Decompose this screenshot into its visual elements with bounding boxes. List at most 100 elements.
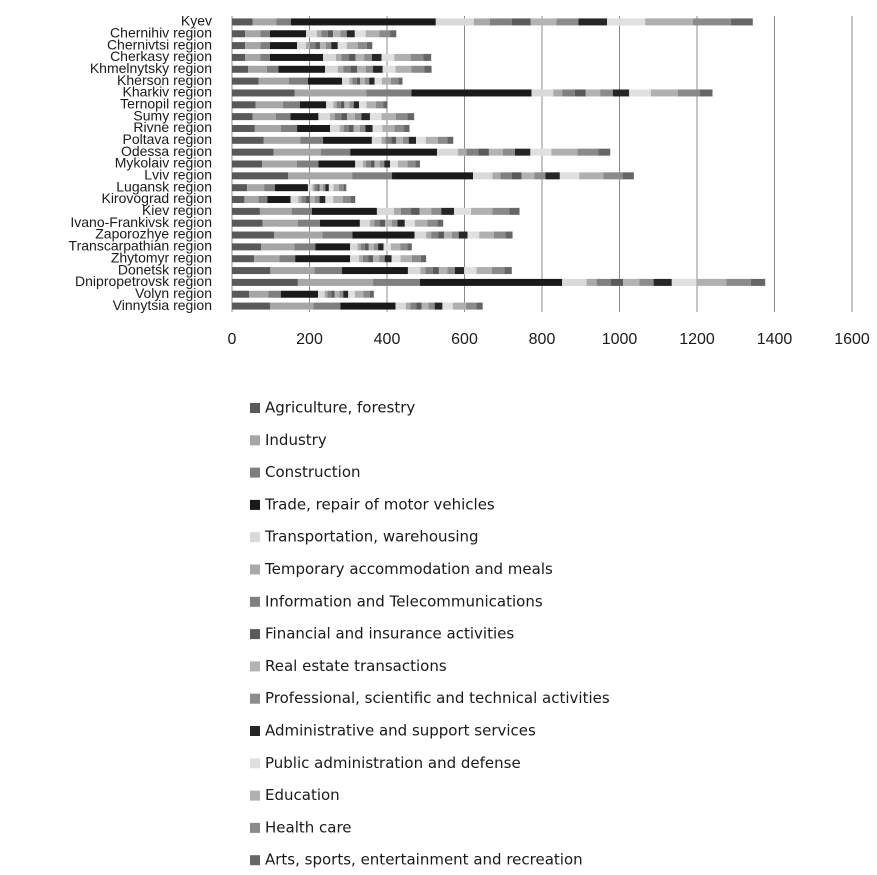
bar-segment: [232, 18, 253, 26]
bar-segment: [421, 302, 429, 310]
bar-segment: [398, 77, 403, 85]
bar-segment: [297, 219, 320, 227]
bar-segment: [298, 196, 302, 204]
bar-segment: [269, 42, 298, 50]
y-tick-label: Sumy region: [133, 107, 212, 123]
bar-segment: [232, 184, 248, 192]
bar-segment: [280, 124, 298, 132]
bar-segment: [411, 255, 421, 263]
bar-segment: [452, 302, 467, 310]
bar-segment: [511, 172, 522, 180]
y-tick-label: Ternopil region: [120, 96, 212, 112]
bar-segment: [327, 290, 332, 298]
bar-segment: [244, 196, 259, 204]
bar-segment: [420, 267, 426, 275]
bar-segment: [493, 231, 506, 239]
bar-segment: [279, 255, 296, 263]
bar-segment: [331, 290, 335, 298]
bar-segment: [374, 219, 381, 227]
bar-segment: [622, 278, 640, 286]
bar-segment: [562, 89, 575, 97]
bar-segment: [312, 184, 315, 192]
bar-segment: [359, 255, 363, 263]
legend-swatch: [250, 726, 260, 736]
bar-segment: [355, 160, 363, 168]
x-tick-label: 200: [296, 331, 323, 348]
bar-segment: [288, 77, 308, 85]
bar-segment: [385, 136, 392, 144]
legend-swatch: [250, 855, 260, 866]
legend-swatch: [250, 629, 260, 640]
bar-segment: [331, 42, 338, 50]
bar-segment: [381, 136, 386, 144]
bar-segment: [352, 231, 415, 239]
bar-segment: [373, 243, 379, 251]
bar-segment: [347, 113, 355, 121]
bar-segment: [349, 101, 354, 109]
bar-segment: [374, 160, 380, 168]
bar-segment: [473, 18, 490, 26]
bar-segment: [338, 184, 344, 192]
bar-segment: [454, 267, 465, 275]
bar-segment: [309, 196, 315, 204]
bar-segment: [391, 219, 398, 227]
bar-segment: [349, 124, 354, 132]
bar-segment: [354, 113, 362, 121]
legend-swatch: [250, 499, 260, 510]
bar-segment: [612, 89, 630, 97]
bar-segment: [320, 148, 351, 156]
bar-segment: [366, 89, 412, 97]
bar-segment: [340, 30, 347, 38]
bar-segment: [337, 65, 344, 73]
bar-segment: [365, 124, 373, 132]
y-tick-label: Chernihiv region: [110, 24, 212, 40]
bar-segment: [258, 196, 268, 204]
bar-segment: [342, 267, 408, 275]
bar-segment: [405, 302, 411, 310]
legend-label: Trade, repair of motor vehicles: [264, 495, 495, 513]
y-tick-label: Kherson region: [117, 72, 212, 88]
bar-segment: [273, 148, 321, 156]
bar-segment: [438, 267, 448, 275]
bar-segment: [232, 278, 298, 286]
bar-segment: [395, 113, 408, 121]
y-tick-label: Donetsk region: [118, 261, 212, 277]
bar-segment: [622, 172, 634, 180]
bar-segment: [438, 231, 444, 239]
bar-segment: [306, 196, 310, 204]
bar-segment: [322, 184, 326, 192]
bar-segment: [325, 196, 334, 204]
bar-segment: [371, 53, 382, 61]
bar-segment: [534, 172, 546, 180]
bar-segment: [424, 65, 432, 73]
bar-segment: [393, 207, 401, 215]
x-tick-label: 0: [228, 331, 237, 348]
bar-segment: [411, 207, 420, 215]
bar-segment: [598, 148, 611, 156]
bar-segment: [360, 77, 365, 85]
bar-segment: [407, 243, 412, 251]
bar-segment: [294, 243, 316, 251]
bar-segment: [577, 148, 599, 156]
bar-segment: [319, 184, 323, 192]
legend-label: Health care: [265, 818, 352, 836]
bar-segment: [334, 290, 340, 298]
bar-segment: [232, 65, 249, 73]
bar-segment: [369, 290, 374, 298]
bar-segment: [504, 267, 512, 275]
bar-segment: [442, 302, 453, 310]
bar-segment: [521, 172, 535, 180]
bar-segment: [344, 101, 350, 109]
bar-segment: [407, 160, 416, 168]
bar-segment: [318, 290, 325, 298]
bar-segment: [375, 101, 384, 109]
bar-segment: [391, 136, 397, 144]
bar-segment: [333, 184, 339, 192]
bar-segment: [341, 53, 350, 61]
bar-segment: [297, 124, 331, 132]
bar-segment: [400, 243, 408, 251]
y-tick-label: Zhytomyr region: [111, 249, 212, 265]
bar-segment: [343, 124, 350, 132]
legend-swatch: [250, 564, 260, 575]
